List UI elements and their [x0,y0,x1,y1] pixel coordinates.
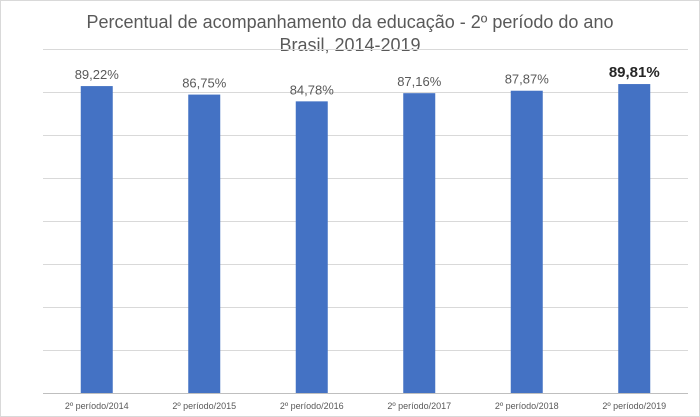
chart-title: Percentual de acompanhamento da educação… [86,12,614,32]
bar [510,90,543,393]
bar [295,101,328,393]
bar [618,84,651,394]
x-tick-label: 2º período/2015 [172,401,236,411]
data-label: 89,81% [609,64,660,81]
bar [403,93,436,393]
data-label: 84,78% [290,82,335,97]
data-label: 89,22% [75,67,120,82]
bar [80,86,113,394]
x-tick-label: 2º período/2019 [602,401,666,411]
data-label: 87,87% [505,72,550,87]
x-tick-label: 2º período/2014 [65,401,129,411]
data-label: 87,16% [397,74,442,89]
x-tick-label: 2º período/2018 [495,401,559,411]
x-tick-label: 2º período/2016 [280,401,344,411]
bar [188,94,221,393]
x-tick-label: 2º período/2017 [387,401,451,411]
data-label: 86,75% [182,76,227,91]
